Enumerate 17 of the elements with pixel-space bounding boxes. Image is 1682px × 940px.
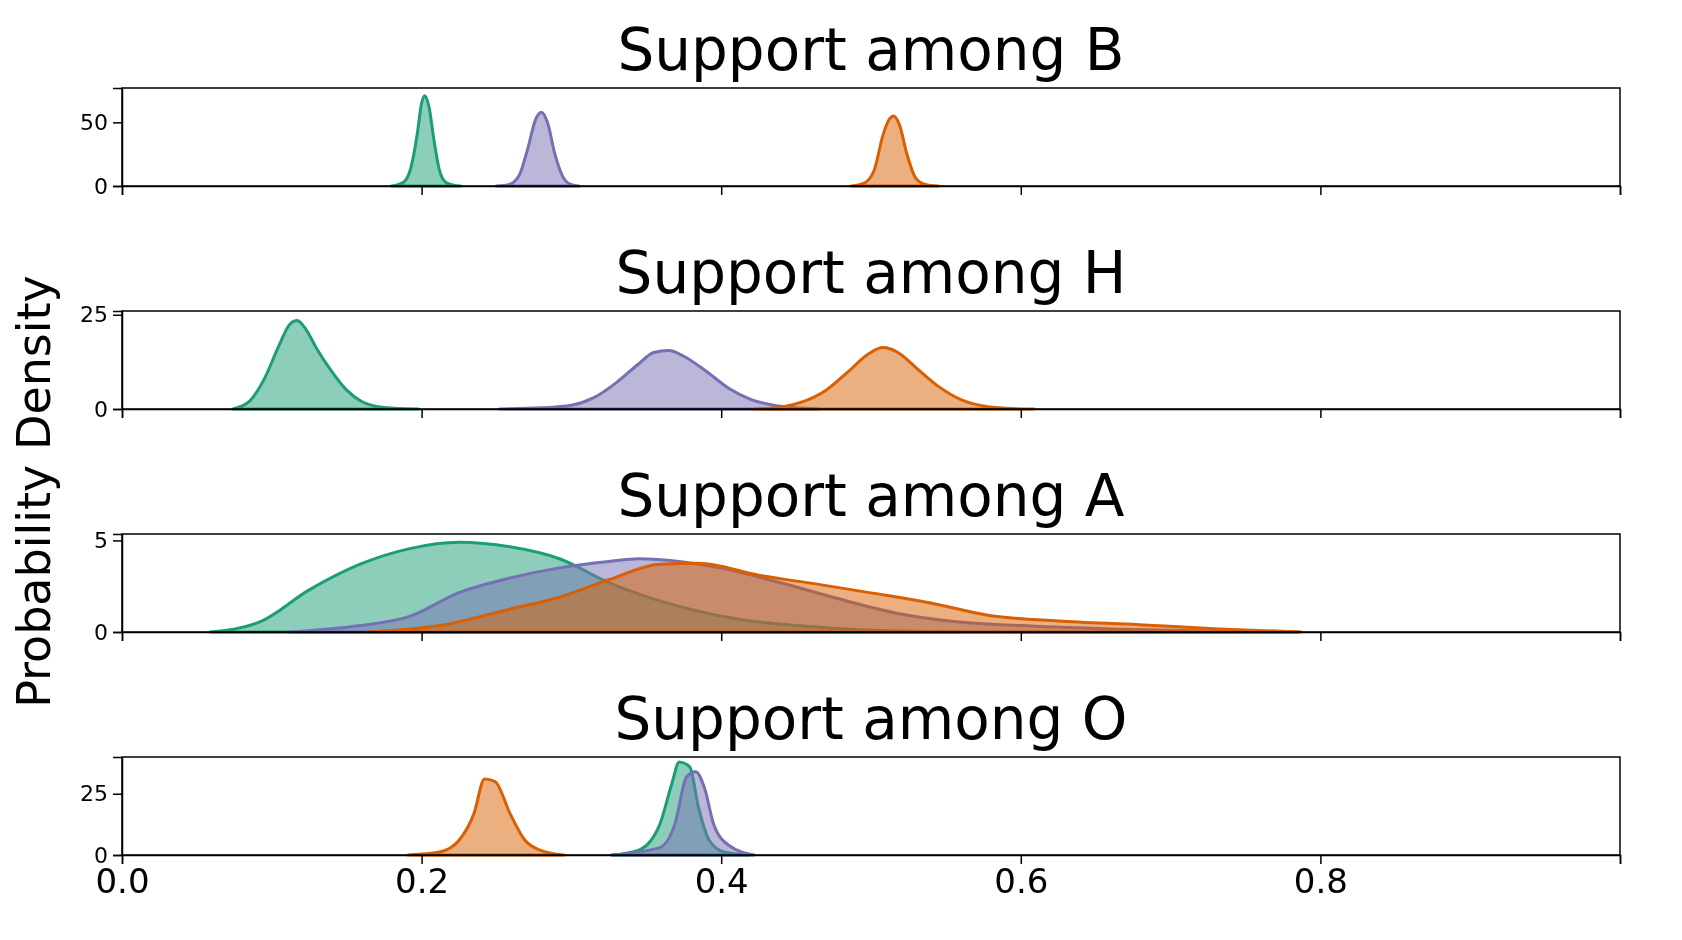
y-tick-label: 0 (94, 173, 108, 199)
chart-title: Support among O (614, 685, 1128, 753)
x-tick-label: 0.2 (395, 861, 450, 902)
y-tick-label: 25 (80, 302, 108, 328)
y-tick-label: 0 (94, 842, 108, 868)
chart-title: Support among H (615, 239, 1127, 307)
y-tick-label: 25 (80, 781, 108, 807)
x-tick-label: 0.8 (1293, 861, 1348, 902)
y-axis-title: Probability Density (7, 275, 61, 708)
x-tick-label: 0.4 (694, 861, 749, 902)
y-tick-label: 5 (94, 527, 108, 553)
y-tick-label: 0 (94, 396, 108, 422)
chart-title: Support among B (617, 16, 1125, 84)
x-tick-label: 0.6 (994, 861, 1049, 902)
y-tick-label: 0 (94, 619, 108, 645)
y-tick-label: 50 (80, 109, 108, 135)
chart-title: Support among A (617, 462, 1125, 530)
